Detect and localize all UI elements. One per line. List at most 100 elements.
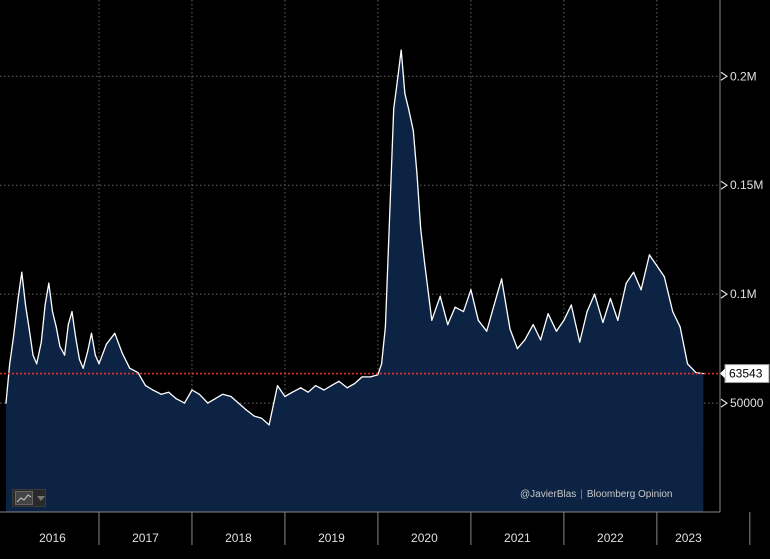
y-tick-arrow-icon <box>720 398 729 408</box>
data-point <box>160 393 162 395</box>
data-point <box>245 409 247 411</box>
data-point <box>361 376 363 378</box>
y-tick-label: 0.1M <box>730 287 757 301</box>
attribution: @JavierBlas | Bloomberg Opinion <box>520 489 673 500</box>
data-point <box>686 363 689 365</box>
data-point <box>431 319 433 321</box>
data-point <box>105 343 108 345</box>
last-value-badge-pointer <box>720 368 725 379</box>
data-point <box>28 328 30 330</box>
data-point <box>412 130 414 132</box>
data-point <box>90 332 93 334</box>
data-point <box>656 265 658 267</box>
series-area-fill <box>6 50 704 512</box>
data-point <box>633 271 635 273</box>
data-point <box>648 254 651 256</box>
data-point <box>67 324 69 326</box>
attribution-author: @JavierBlas <box>520 489 577 500</box>
data-point <box>284 395 286 398</box>
data-point <box>78 358 81 361</box>
data-point <box>121 352 123 354</box>
y-tick-label: 0.15M <box>730 178 763 192</box>
data-point <box>44 304 46 306</box>
data-point <box>470 289 472 291</box>
data-point <box>222 393 224 395</box>
data-point <box>183 402 186 404</box>
data-point <box>563 319 565 321</box>
data-point <box>640 289 642 291</box>
data-point <box>71 310 73 313</box>
chart-type-button[interactable] <box>12 489 46 507</box>
data-point <box>9 363 11 365</box>
attribution-separator: | <box>580 489 583 500</box>
data-point <box>439 295 441 297</box>
data-point <box>300 387 302 389</box>
data-point <box>404 93 406 95</box>
data-point <box>261 417 263 419</box>
data-point <box>40 341 42 343</box>
x-tick-label: 2019 <box>318 531 345 545</box>
data-point <box>493 304 495 306</box>
data-point <box>268 424 270 426</box>
data-point <box>384 326 386 328</box>
data-point <box>377 374 379 376</box>
data-point <box>198 393 200 395</box>
data-point <box>400 49 402 51</box>
data-point <box>672 310 674 313</box>
data-point <box>593 293 596 295</box>
data-point <box>486 330 488 332</box>
attribution-source: Bloomberg Opinion <box>586 489 673 500</box>
data-point <box>369 376 372 378</box>
series-area <box>5 49 704 512</box>
data-point <box>570 304 572 306</box>
data-point <box>555 330 558 332</box>
data-point <box>547 313 549 315</box>
data-point <box>381 363 383 365</box>
data-point <box>24 304 27 306</box>
x-tick-label: 2021 <box>504 531 531 545</box>
data-point <box>323 389 325 391</box>
x-tick-label: 2022 <box>597 531 624 545</box>
data-point <box>617 319 619 321</box>
y-tick-arrow-icon <box>720 180 729 190</box>
data-point <box>94 354 96 356</box>
data-point <box>396 80 399 82</box>
data-point <box>276 385 279 387</box>
data-point <box>540 339 542 341</box>
data-point <box>702 372 704 375</box>
data-point <box>509 328 511 330</box>
data-point <box>516 347 518 350</box>
data-point <box>532 324 534 326</box>
data-point <box>500 278 503 280</box>
data-point <box>207 402 209 404</box>
caret-down-icon[interactable] <box>37 495 45 501</box>
data-point <box>609 297 611 300</box>
data-point <box>144 385 147 387</box>
x-tick-label: 2023 <box>675 531 702 545</box>
data-point <box>12 337 15 339</box>
y-tick-arrow-icon <box>720 289 729 299</box>
x-tick-label: 2016 <box>39 531 66 545</box>
data-point <box>63 354 66 356</box>
x-tick-label: 2018 <box>225 531 252 545</box>
last-value-label: 63543 <box>729 367 763 381</box>
x-tick-label: 2017 <box>132 531 159 545</box>
data-point <box>579 341 581 343</box>
data-point <box>602 321 604 324</box>
data-point <box>114 332 116 334</box>
data-point <box>152 389 154 391</box>
x-tick-label: 2020 <box>411 531 438 545</box>
data-point <box>175 398 177 400</box>
data-point <box>447 324 449 326</box>
data-point <box>477 319 479 321</box>
data-point <box>393 108 395 110</box>
data-point <box>191 389 193 391</box>
data-point <box>663 276 665 278</box>
data-point <box>230 395 232 398</box>
data-point <box>21 271 23 273</box>
data-point <box>346 387 348 389</box>
y-tick-label: 0.2M <box>730 69 757 83</box>
data-point <box>354 382 356 385</box>
data-point <box>416 173 418 175</box>
